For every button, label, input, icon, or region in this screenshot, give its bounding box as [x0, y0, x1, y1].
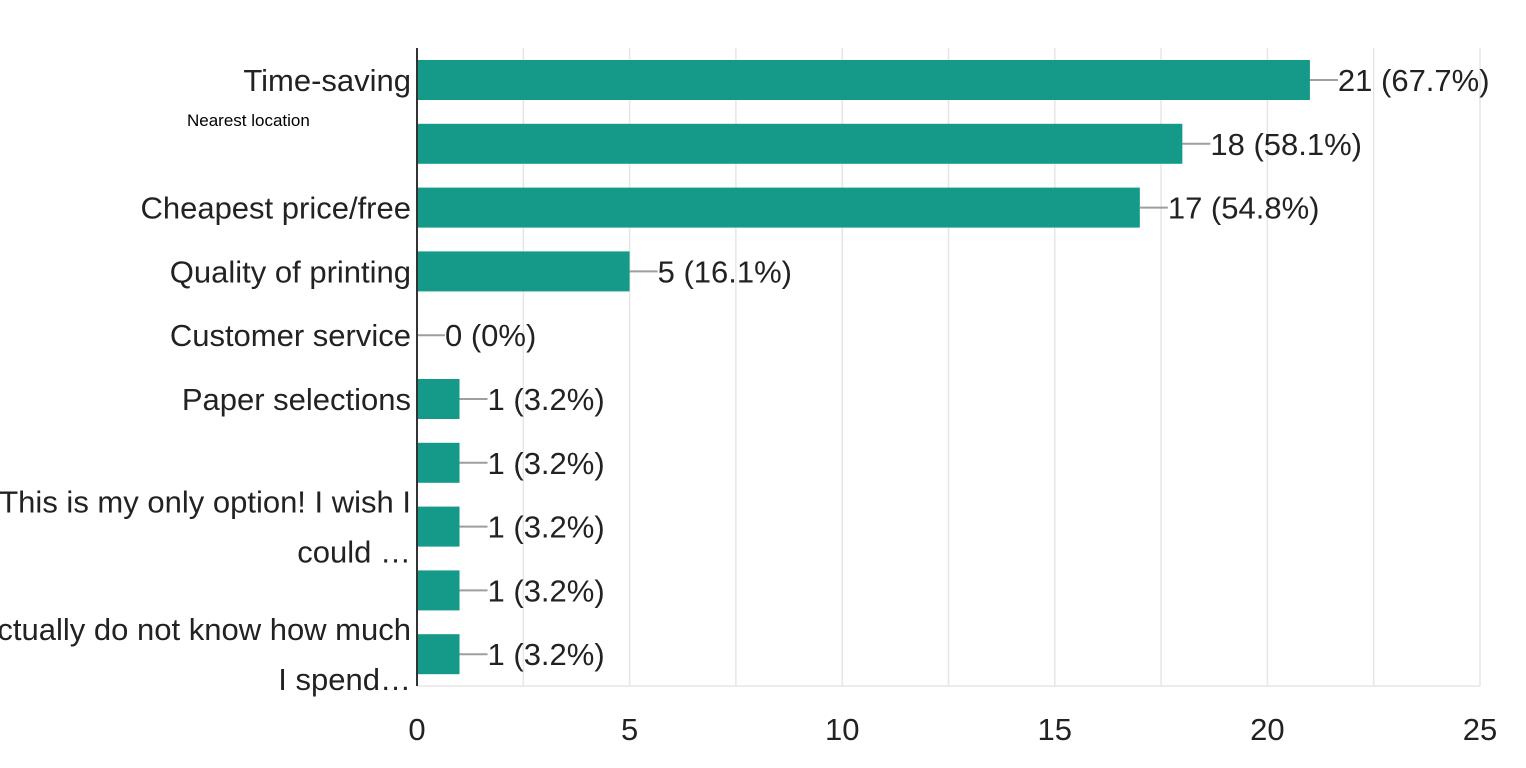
data-label: 17 (54.8%): [1168, 191, 1320, 226]
data-label: 5 (16.1%): [658, 254, 792, 289]
data-label: 1 (3.2%): [488, 573, 605, 608]
x-tick-label: 0: [408, 712, 425, 747]
data-label: 1 (3.2%): [488, 446, 605, 481]
bar: [417, 442, 460, 483]
x-tick-label: 25: [1463, 712, 1497, 747]
category-label: Customer service: [170, 318, 411, 353]
labels: 21 (67.7%) Time-saving 18 (58.1%) 17 (54.8%…: [0, 63, 1497, 747]
category-label: I actually do not know how much: [0, 612, 411, 647]
data-label: 21 (67.7%): [1338, 63, 1490, 98]
data-label: 1 (3.2%): [488, 382, 605, 417]
x-tick-label: 20: [1250, 712, 1284, 747]
data-label: 18 (58.1%): [1210, 127, 1362, 162]
data-label: 0 (0%): [445, 318, 536, 353]
bar: [417, 506, 460, 547]
x-tick-label: 15: [1038, 712, 1072, 747]
category-label: I spend…: [278, 662, 411, 697]
category-label: Time-saving: [243, 63, 411, 98]
bar: [417, 187, 1140, 228]
category-label: could …: [297, 535, 411, 570]
x-tick-label: 10: [825, 712, 859, 747]
annotation-nearest-location: Nearest location: [187, 111, 310, 130]
bar: [417, 123, 1183, 164]
category-label: This is my only option! I wish I: [0, 485, 411, 520]
bar: [417, 251, 630, 292]
category-label: Cheapest price/free: [140, 191, 411, 226]
bars: [417, 60, 1338, 675]
bar: [417, 570, 460, 611]
data-label: 1 (3.2%): [488, 637, 605, 672]
bar: [417, 634, 460, 675]
category-label: Quality of printing: [170, 254, 411, 289]
bar: [417, 379, 460, 419]
bar: [417, 60, 1310, 100]
category-label: Paper selections: [182, 382, 411, 417]
data-label: 1 (3.2%): [488, 510, 605, 545]
x-tick-label: 5: [621, 712, 638, 747]
